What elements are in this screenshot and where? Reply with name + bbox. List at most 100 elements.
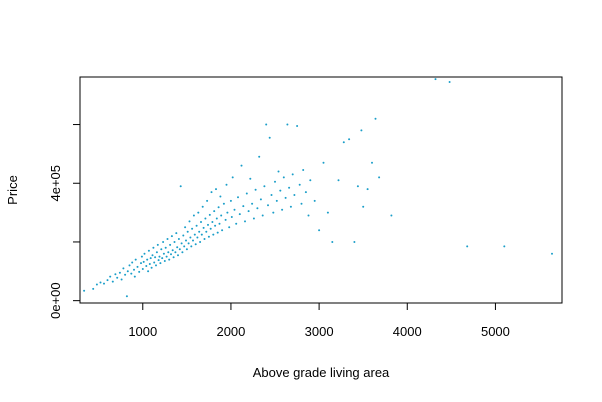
data-point <box>374 117 377 120</box>
data-point <box>220 214 223 217</box>
data-point <box>181 251 184 254</box>
data-point <box>201 205 204 208</box>
data-point <box>190 245 193 248</box>
data-point <box>213 210 216 213</box>
data-point <box>309 179 312 182</box>
data-point <box>244 220 246 223</box>
data-point <box>551 252 553 255</box>
data-point <box>197 211 200 214</box>
data-point <box>318 229 321 232</box>
data-point <box>218 222 221 225</box>
data-point <box>171 249 174 252</box>
data-point <box>258 155 261 158</box>
data-point <box>184 226 187 229</box>
data-point <box>300 202 303 205</box>
data-point <box>120 278 123 281</box>
data-point <box>503 245 506 248</box>
data-point <box>162 252 165 255</box>
x-axis-label: Above grade living area <box>253 365 390 380</box>
data-point <box>138 270 141 273</box>
data-point <box>378 176 381 179</box>
data-point <box>173 241 176 243</box>
x-tick-label: 1000 <box>128 324 157 339</box>
data-point <box>195 224 198 227</box>
data-point <box>178 248 181 251</box>
data-point <box>298 183 301 186</box>
data-point <box>159 262 162 265</box>
data-point <box>293 194 296 196</box>
data-point <box>256 207 259 210</box>
data-point <box>207 223 209 226</box>
data-point <box>224 218 227 221</box>
data-point <box>302 169 305 171</box>
data-point <box>434 78 437 81</box>
data-point <box>203 238 206 240</box>
data-point <box>225 183 228 186</box>
data-point <box>133 268 135 271</box>
data-point <box>214 224 217 227</box>
data-point <box>194 243 197 246</box>
data-point <box>466 245 469 248</box>
data-point <box>342 141 345 144</box>
data-point <box>134 258 137 261</box>
data-point <box>198 230 201 233</box>
data-point <box>148 263 151 265</box>
data-point <box>175 232 178 235</box>
x-tick-label: 5000 <box>481 324 510 339</box>
data-point <box>172 256 175 259</box>
data-point <box>125 295 128 298</box>
data-point <box>277 170 280 173</box>
data-point <box>164 246 167 249</box>
x-tick-label: 3000 <box>305 324 334 339</box>
y-tick-label: 0e+00 <box>48 282 63 319</box>
data-point <box>152 246 155 249</box>
data-point <box>348 138 351 141</box>
data-point <box>237 196 239 199</box>
data-point <box>296 125 299 127</box>
data-point <box>304 191 307 194</box>
data-point <box>233 208 236 211</box>
data-point <box>150 266 153 269</box>
data-point <box>254 188 257 191</box>
data-point <box>207 235 210 238</box>
data-point <box>147 270 150 273</box>
data-point <box>162 241 165 243</box>
data-point <box>284 196 287 199</box>
data-point <box>215 217 218 220</box>
data-point <box>131 261 134 264</box>
data-point <box>307 214 310 217</box>
data-point <box>118 271 121 274</box>
data-point <box>188 220 191 223</box>
data-point <box>182 234 185 237</box>
data-point <box>170 253 172 256</box>
data-point <box>245 192 248 195</box>
data-point <box>185 239 187 242</box>
data-point <box>116 276 119 279</box>
data-point <box>211 221 214 223</box>
data-point <box>157 259 160 262</box>
data-point <box>366 188 369 191</box>
data-point <box>179 185 182 188</box>
plot-frame <box>79 76 563 304</box>
data-point <box>154 256 157 259</box>
data-point <box>235 222 238 225</box>
y-axis: 0e+00 4e+05 <box>48 124 81 319</box>
data-point <box>291 173 294 176</box>
data-point <box>191 227 194 230</box>
data-point <box>362 205 365 208</box>
data-point <box>189 236 192 239</box>
data-point <box>249 177 252 180</box>
data-point <box>126 270 129 273</box>
data-point <box>187 242 190 245</box>
data-point <box>252 217 255 220</box>
data-point <box>360 129 363 132</box>
data-point <box>326 211 329 214</box>
data-point <box>128 264 131 267</box>
data-point <box>353 241 356 243</box>
data-point <box>238 213 241 216</box>
data-point <box>155 251 158 254</box>
data-point <box>261 214 264 217</box>
data-point <box>200 221 202 223</box>
data-point <box>215 188 217 191</box>
data-point <box>192 214 195 217</box>
